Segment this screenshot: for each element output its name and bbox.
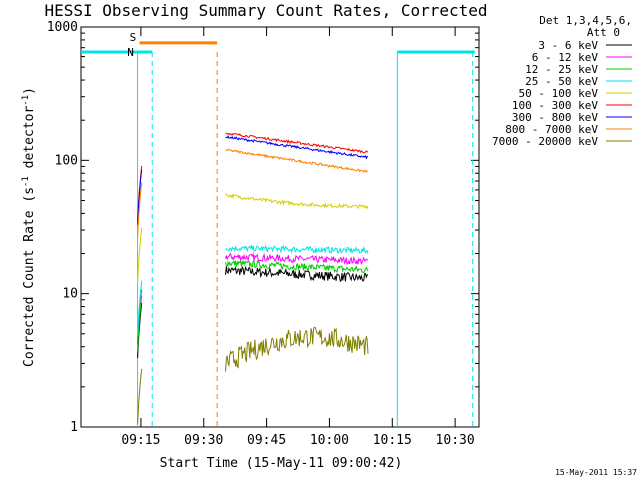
x-tick-label: 10:00: [310, 433, 349, 448]
series-line: [225, 148, 369, 174]
legend-entry-label: 300 - 800 keV: [512, 111, 598, 124]
legend-entry-label: 3 - 6 keV: [538, 39, 598, 52]
y-axis: 1 10 100 1000: [47, 20, 479, 435]
series-pre-spike: [137, 280, 143, 337]
series-line: [225, 326, 369, 372]
series-pre-spike: [137, 182, 143, 238]
y-tick-label: 100: [55, 153, 78, 168]
series-line: [225, 135, 369, 160]
y-tick-label: 1: [70, 420, 78, 435]
series-line: [225, 193, 369, 210]
y-tick-label: 10: [62, 287, 78, 302]
legend-entry-label: 7000 - 20000 keV: [492, 135, 598, 148]
chart-title: HESSI Observing Summary Count Rates, Cor…: [44, 1, 487, 20]
series-line: [225, 252, 369, 266]
plot-frame: [80, 26, 480, 428]
series-line: [225, 259, 369, 274]
status-bar-label: S: [130, 31, 137, 44]
legend-entry-label: 12 - 25 keV: [525, 63, 598, 76]
x-tick-label: 10:30: [436, 433, 475, 448]
series-line: [225, 265, 369, 283]
series-pre-spike: [137, 295, 143, 351]
series-lines: [137, 132, 369, 425]
y-tick-label: 1000: [47, 20, 78, 35]
status-bars: NS: [81, 31, 475, 427]
series-pre-spike: [137, 227, 143, 284]
x-axis: 09:15 09:30 09:45 10:00 10:15 10:30: [121, 27, 475, 448]
series-line: [225, 243, 369, 255]
legend-entry-label: 100 - 300 keV: [512, 99, 598, 112]
x-tick-label: 09:15: [121, 433, 160, 448]
status-bar-label: N: [127, 46, 134, 59]
legend-entry-label: 800 - 7000 keV: [505, 123, 598, 136]
timestamp-stamp: 15-May-2011 15:37: [555, 468, 637, 477]
series-pre-spike: [137, 368, 143, 425]
x-tick-label: 10:15: [373, 433, 412, 448]
svg-text:Corrected Count Rate (s-1 dete: Corrected Count Rate (s-1 detector-1): [21, 87, 37, 367]
legend-header-2: Att 0: [587, 26, 620, 39]
legend-header-1: Det 1,3,4,5,6,: [539, 14, 632, 27]
y-axis-label: Corrected Count Rate (s-1 detector-1): [21, 87, 37, 367]
x-tick-label: 09:30: [184, 433, 223, 448]
x-axis-label-visible: Start Time (15-May-11 09:00:42): [160, 456, 403, 471]
legend-entry-label: 50 - 100 keV: [519, 87, 599, 100]
x-tick-label: 09:45: [247, 433, 286, 448]
legend-entry-label: 6 - 12 keV: [532, 51, 599, 64]
series-line: [225, 132, 368, 154]
series-pre-spike: [137, 169, 143, 225]
legend-entry-label: 25 - 50 keV: [525, 75, 598, 88]
